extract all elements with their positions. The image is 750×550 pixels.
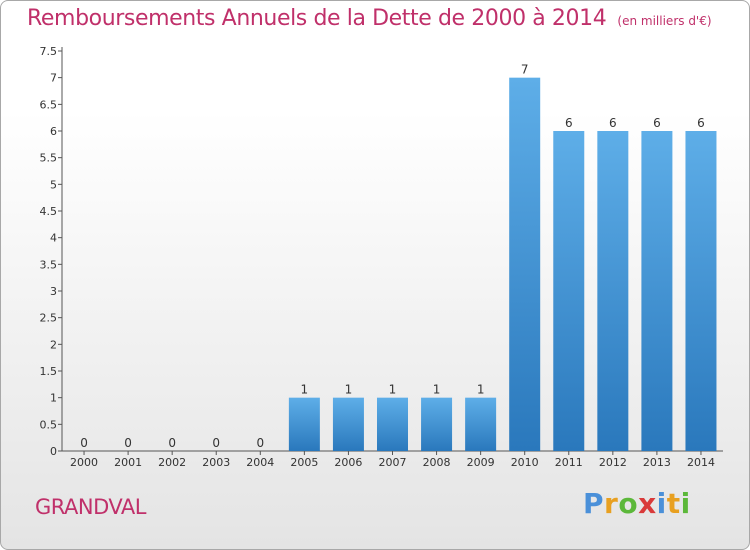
y-tick-label: 0	[50, 445, 57, 458]
x-tick-label: 2011	[555, 456, 583, 469]
bar	[421, 397, 453, 451]
y-tick-label: 2.5	[40, 312, 58, 325]
y-tick-label: 1	[50, 392, 57, 405]
x-tick-label: 2004	[246, 456, 274, 469]
y-tick-label: 7.5	[40, 45, 58, 58]
x-tick-label: 2010	[511, 456, 539, 469]
bar-value-label: 1	[389, 383, 397, 397]
bar-value-label: 7	[521, 63, 529, 77]
y-tick-label: 3.5	[40, 258, 58, 271]
bar-value-label: 1	[345, 383, 353, 397]
chart-title-main: Remboursements Annuels de la Dette de 20…	[27, 6, 607, 31]
logo-letter: r	[604, 487, 619, 520]
proxiti-logo: Proxiti	[583, 487, 691, 520]
bar	[509, 77, 541, 452]
x-tick-label: 2002	[158, 456, 186, 469]
bar-value-label: 0	[256, 436, 264, 450]
logo-letter: t	[666, 487, 681, 520]
chart-title-unit: (en milliers d'€)	[617, 14, 712, 28]
logo-letter: x	[638, 487, 657, 520]
x-tick-label: 2006	[334, 456, 362, 469]
y-tick-label: 2	[50, 338, 57, 351]
bar-value-label: 0	[124, 436, 132, 450]
bar	[641, 131, 673, 451]
bar-value-label: 1	[301, 383, 309, 397]
y-tick-label: 4.5	[40, 205, 58, 218]
y-tick-label: 3	[50, 285, 57, 298]
logo-letter: i	[656, 487, 667, 520]
bar-value-label: 6	[565, 116, 573, 130]
bar-value-label: 6	[697, 116, 705, 130]
x-tick-label: 2012	[599, 456, 627, 469]
bar	[332, 397, 364, 451]
x-tick-label: 2000	[70, 456, 98, 469]
x-tick-label: 2014	[687, 456, 715, 469]
chart-title: Remboursements Annuels de la Dette de 20…	[27, 6, 712, 31]
y-tick-label: 1.5	[40, 365, 58, 378]
bar-value-label: 0	[80, 436, 88, 450]
y-tick-label: 0.5	[40, 418, 58, 431]
x-tick-label: 2008	[423, 456, 451, 469]
bar-value-label: 0	[212, 436, 220, 450]
y-tick-label: 4	[50, 232, 57, 245]
bar-value-label: 6	[609, 116, 617, 130]
bar-value-label: 0	[168, 436, 176, 450]
bar	[553, 131, 585, 451]
x-tick-label: 2013	[643, 456, 671, 469]
x-tick-label: 2005	[290, 456, 318, 469]
y-tick-label: 6.5	[40, 98, 58, 111]
bar	[288, 397, 320, 451]
logo-letter: P	[583, 487, 605, 520]
logo-letter: o	[618, 487, 639, 520]
y-tick-label: 6	[50, 125, 57, 138]
x-tick-label: 2007	[379, 456, 407, 469]
bar	[377, 397, 408, 451]
bar	[685, 131, 717, 451]
x-tick-label: 2001	[114, 456, 142, 469]
y-tick-label: 5.5	[40, 152, 58, 165]
bar	[465, 397, 497, 451]
bar-value-label: 6	[653, 116, 661, 130]
y-tick-label: 7	[50, 72, 57, 85]
x-tick-label: 2003	[202, 456, 230, 469]
x-tick-label: 2009	[467, 456, 495, 469]
bar-value-label: 1	[477, 383, 485, 397]
commune-name: GRANDVAL	[35, 495, 146, 519]
y-tick-label: 5	[50, 178, 57, 191]
bar	[597, 131, 629, 451]
logo-letter: i	[680, 487, 691, 520]
bar-value-label: 1	[433, 383, 441, 397]
